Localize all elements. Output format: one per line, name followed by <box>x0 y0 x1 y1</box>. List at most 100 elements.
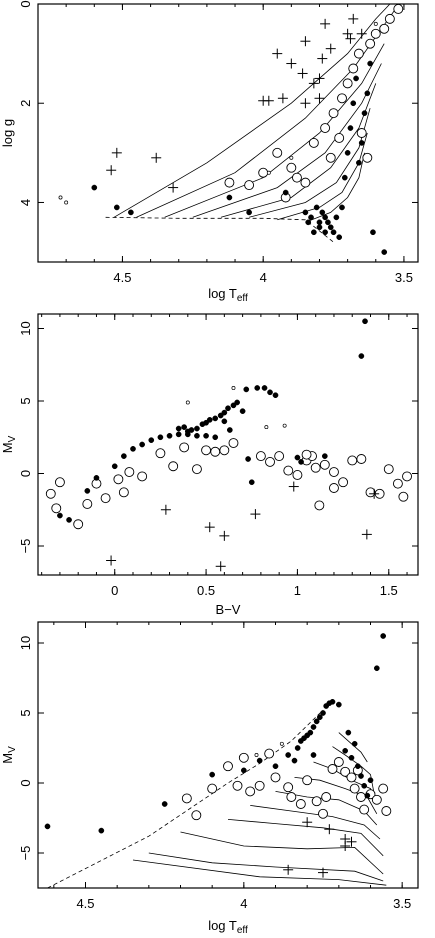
evolutionary-track <box>148 852 384 882</box>
open-circle-point <box>319 459 330 470</box>
filled-circle-point <box>272 392 279 399</box>
filled-circle-point <box>256 757 263 764</box>
filled-circle-point <box>113 204 120 211</box>
plot-area <box>44 633 392 888</box>
filled-circle-point <box>298 459 304 465</box>
open-circle-point <box>340 766 351 777</box>
filled-circle-point <box>98 827 105 834</box>
plus-point <box>215 561 226 572</box>
filled-circle-point <box>93 475 100 481</box>
open-circle-point <box>381 806 392 816</box>
filled-circle-point <box>194 432 200 439</box>
plot-frame <box>37 313 419 576</box>
plus-point <box>308 78 319 89</box>
filled-circle-point <box>316 219 323 226</box>
x-tick-label: 3.5 <box>395 270 413 285</box>
open-circle-point <box>333 757 344 767</box>
plus-point <box>342 28 353 39</box>
open-circle-point <box>318 808 328 819</box>
plot-area <box>58 4 404 255</box>
open-circle-point <box>353 48 364 59</box>
small-circle-point <box>264 425 269 430</box>
open-circle-point <box>370 28 381 39</box>
open-circle-point <box>292 470 303 480</box>
filled-circle-point <box>362 318 368 325</box>
open-circle-point <box>238 752 249 763</box>
x-axis-label-sub: eff <box>237 925 248 936</box>
y-axis-label: MV <box>0 746 18 764</box>
x-axis-label: log Teff <box>208 918 248 936</box>
filled-circle-point <box>335 701 342 708</box>
filled-circle-point <box>225 405 231 412</box>
open-circle-point <box>100 493 111 504</box>
open-circle-point <box>191 464 202 475</box>
filled-circle-point <box>319 209 326 216</box>
open-circle-point <box>392 478 403 489</box>
y-tick-label: 0 <box>18 470 33 477</box>
filled-circle-point <box>175 431 182 438</box>
filled-circle-point <box>336 234 343 241</box>
evolutionary-track <box>250 805 381 840</box>
filled-circle-point <box>316 224 323 231</box>
filled-circle-point <box>181 424 188 430</box>
filled-circle-point <box>267 389 273 396</box>
filled-circle-point <box>226 194 233 201</box>
filled-circle-point <box>221 409 228 416</box>
small-circle-point <box>282 423 287 428</box>
open-circle-point <box>359 804 370 815</box>
open-circle-point <box>155 448 166 459</box>
filled-circle-point <box>353 75 359 82</box>
plus-point <box>168 182 179 193</box>
plus-point <box>346 836 357 847</box>
panel-middle-mv-vs-bv: 0 0.5 1 1.5 −5 0 5 10 B−V MV <box>0 313 419 617</box>
filled-circle-point <box>245 456 251 462</box>
open-circle-point <box>393 4 404 14</box>
x-tick-label: 0.5 <box>197 583 215 598</box>
filled-circle-point <box>344 149 351 156</box>
filled-circle-point <box>139 441 145 448</box>
plus-point <box>106 555 117 566</box>
filled-circle-point <box>320 710 326 716</box>
open-circle-point <box>383 464 394 475</box>
open-circle-point <box>310 462 321 473</box>
plus-point <box>160 504 171 515</box>
open-circle-point <box>308 137 319 148</box>
open-circle-point <box>168 461 179 472</box>
open-circle-point <box>356 792 366 802</box>
y-tick-label: 2 <box>18 100 33 107</box>
open-circle-point <box>245 786 256 797</box>
open-circle-point <box>338 477 349 488</box>
open-circle-point <box>365 487 376 498</box>
open-circle-point <box>348 63 359 74</box>
filled-circle-point <box>221 418 228 425</box>
open-circle-point <box>371 794 382 805</box>
evolutionary-track <box>305 152 365 223</box>
filled-circle-point <box>354 763 361 770</box>
open-circle-point <box>349 783 360 794</box>
open-circle-point <box>314 500 325 511</box>
plus-point <box>204 522 215 533</box>
filled-circle-point <box>212 415 219 422</box>
filled-circle-point <box>84 488 91 494</box>
filled-circle-point <box>57 512 63 519</box>
filled-circle-point <box>327 224 334 231</box>
filled-circle-point <box>188 427 195 433</box>
small-circle-point <box>185 400 190 405</box>
filled-circle-point <box>310 752 317 758</box>
plus-point <box>317 53 328 64</box>
plus-point <box>277 93 288 104</box>
filled-circle-point <box>291 757 298 764</box>
open-circle-point <box>118 487 129 498</box>
open-circle-point <box>124 467 135 477</box>
open-circle-point <box>321 792 332 802</box>
filled-circle-point <box>226 427 233 433</box>
evolutionary-track <box>132 859 387 886</box>
filled-circle-point <box>356 159 362 166</box>
filled-circle-point <box>246 209 252 216</box>
plus-point <box>314 93 325 104</box>
y-axis-label-sub: V <box>7 435 18 442</box>
filled-circle-point <box>310 724 317 730</box>
filled-circle-point <box>272 763 279 770</box>
plus-point <box>345 33 356 44</box>
filled-circle-point <box>367 777 374 784</box>
